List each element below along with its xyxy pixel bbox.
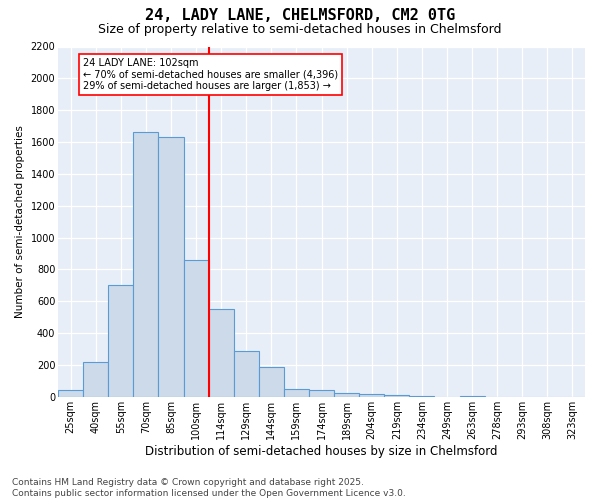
Bar [83,362,108,397]
Bar [359,394,384,397]
Y-axis label: Number of semi-detached properties: Number of semi-detached properties [15,125,25,318]
Bar [184,260,209,397]
Bar [384,395,409,397]
Bar [460,396,485,397]
Bar [133,132,158,397]
Text: Contains HM Land Registry data © Crown copyright and database right 2025.
Contai: Contains HM Land Registry data © Crown c… [12,478,406,498]
Text: 24, LADY LANE, CHELMSFORD, CM2 0TG: 24, LADY LANE, CHELMSFORD, CM2 0TG [145,8,455,22]
Bar [58,390,83,397]
Bar [259,368,284,397]
Bar [209,309,234,397]
Text: Size of property relative to semi-detached houses in Chelmsford: Size of property relative to semi-detach… [98,22,502,36]
Bar [284,389,309,397]
Bar [234,350,259,397]
Bar [309,390,334,397]
Bar [158,138,184,397]
Text: 24 LADY LANE: 102sqm
← 70% of semi-detached houses are smaller (4,396)
29% of se: 24 LADY LANE: 102sqm ← 70% of semi-detac… [83,58,338,91]
X-axis label: Distribution of semi-detached houses by size in Chelmsford: Distribution of semi-detached houses by … [145,444,498,458]
Bar [108,286,133,397]
Bar [409,396,434,397]
Bar [334,393,359,397]
